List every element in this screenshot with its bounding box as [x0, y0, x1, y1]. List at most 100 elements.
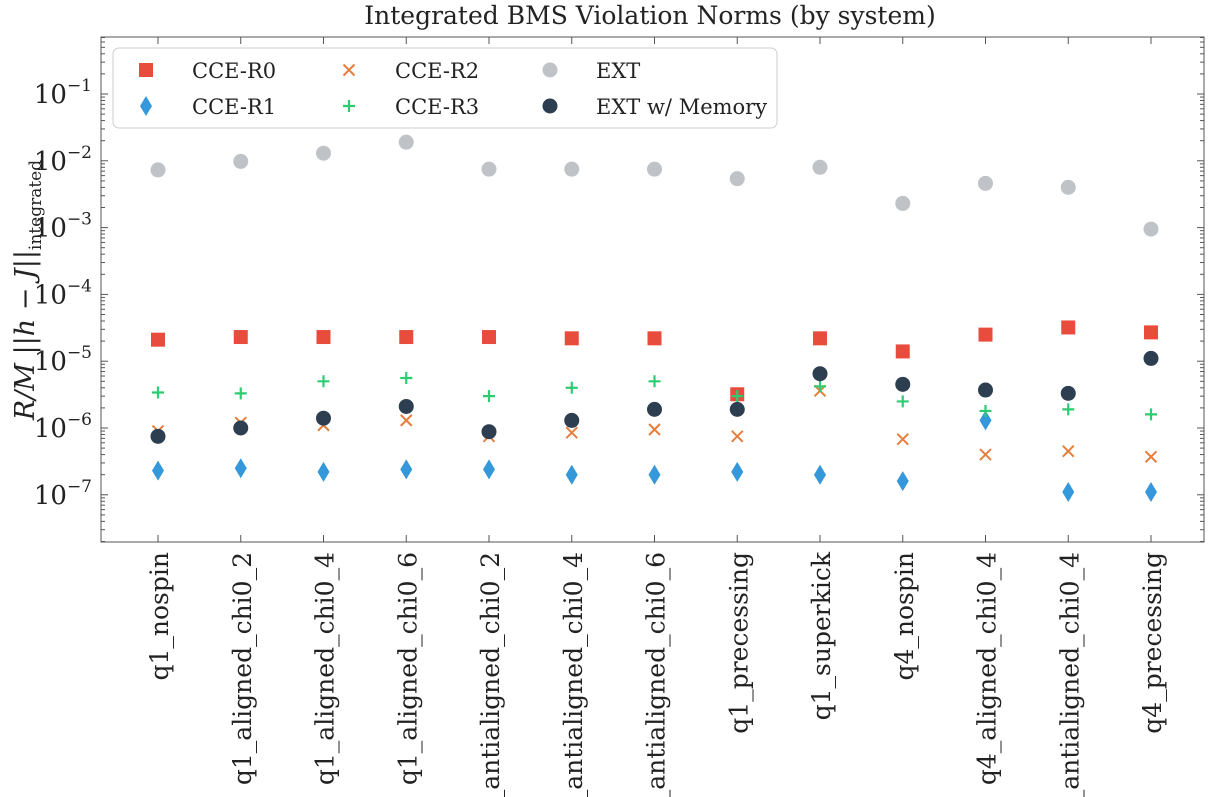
legend-marker: [342, 63, 356, 77]
data-point: [895, 195, 911, 211]
data-point: [814, 464, 826, 485]
series-ext-w-memory: [150, 350, 1159, 444]
data-point: [1062, 403, 1075, 416]
data-point: [483, 459, 495, 480]
data-point: [564, 412, 580, 428]
data-point: [729, 171, 745, 187]
y-tick-label: 10−1: [34, 76, 92, 110]
data-point: [1062, 482, 1075, 503]
plot-area-frame: [100, 36, 1205, 543]
series-cce-r0: [151, 320, 1158, 402]
data-point: [316, 145, 331, 161]
data-point: [896, 395, 909, 408]
data-point: [565, 426, 578, 439]
x-tick-label: q4_precessing: [1138, 552, 1167, 734]
data-point: [565, 464, 578, 485]
data-point: [564, 331, 579, 346]
data-point: [1061, 320, 1076, 335]
y-axis-ticks: 10−1 10−2 10−3 10−4 10−5 10−6 10−7: [34, 37, 1204, 542]
data-point: [399, 330, 414, 345]
legend-label: CCE-R2: [395, 59, 479, 83]
data-point: [896, 471, 909, 492]
data-point: [731, 461, 744, 482]
data-point: [979, 448, 992, 461]
data-point: [1145, 408, 1157, 421]
data-point: [151, 332, 165, 347]
data-point: [233, 330, 248, 345]
data-point: [565, 381, 578, 394]
series-ext: [150, 134, 1159, 237]
data-point: [895, 344, 910, 359]
data-point: [316, 410, 331, 426]
x-tick-label: q1_aligned_chi0_2: [228, 552, 257, 785]
data-point: [979, 404, 992, 417]
data-point: [400, 414, 413, 427]
data-point: [150, 162, 166, 178]
data-point: [400, 372, 413, 385]
data-point: [398, 398, 414, 414]
legend-label: EXT w/ Memory: [596, 95, 767, 119]
data-point: [729, 401, 745, 417]
x-tick-label: q1_aligned_chi0_6: [393, 552, 422, 785]
x-tick-label: q1_antialigned_chi0_4: [559, 552, 588, 797]
y-tick-label: 10−3: [34, 210, 92, 244]
data-point: [316, 330, 331, 345]
y-axis-label-main: R/M ||h − J||: [10, 250, 41, 421]
data-point: [234, 458, 247, 479]
series-cce-r1: [152, 410, 1157, 503]
data-point: [1144, 325, 1158, 340]
data-point: [896, 432, 909, 446]
legend: CCE-R0 CCE-R1 CCE-R2 CCE-R3 EXT EXT w/ Memory: [112, 47, 778, 129]
data-point: [1060, 385, 1076, 401]
data-point: [648, 375, 661, 388]
data-point: [1144, 450, 1158, 464]
legend-box: [112, 47, 778, 129]
data-point: [1060, 179, 1076, 195]
y-tick-label: 10−6: [34, 410, 92, 444]
data-point: [398, 134, 414, 150]
data-point: [648, 423, 661, 436]
data-point: [648, 464, 661, 485]
data-point: [978, 175, 993, 191]
series-cce-r2: [151, 384, 1158, 464]
data-point: [400, 459, 413, 480]
x-tick-label: q4_nospin: [890, 552, 919, 681]
x-tick-label: q1_precessing: [724, 552, 753, 734]
data-point: [647, 161, 662, 177]
data-point: [233, 420, 249, 436]
data-point: [978, 327, 993, 342]
legend-label: CCE-R3: [395, 95, 479, 119]
legend-label: CCE-R1: [192, 95, 276, 119]
x-tick-label: q1_nospin: [145, 552, 174, 681]
data-point: [731, 390, 744, 403]
data-point: [317, 461, 330, 482]
data-point: [150, 428, 166, 444]
y-tick-label: 10−2: [34, 143, 92, 177]
data-point: [1143, 221, 1159, 237]
data-point: [233, 153, 249, 169]
data-point: [647, 331, 662, 346]
y-tick-label: 10−4: [34, 276, 92, 310]
data-point: [978, 382, 993, 398]
data-point: [481, 161, 497, 177]
x-tick-label: q4_aligned_chi0_4: [973, 552, 1002, 785]
data-point: [482, 330, 496, 345]
legend-marker: [542, 62, 558, 78]
x-tick-label: q1_aligned_chi0_4: [311, 552, 340, 785]
y-axis-label: R/M ||h − J||integrated: [10, 160, 46, 421]
x-tick-label: q1_superkick: [807, 551, 836, 720]
data-point: [1145, 482, 1157, 503]
svg-text:R/M ||h − J||integrated: R/M ||h − J||integrated: [10, 160, 46, 421]
data-point: [564, 161, 580, 177]
series-cce-r3: [152, 372, 1157, 421]
legend-label: CCE-R0: [192, 59, 276, 83]
data-point: [647, 401, 662, 417]
data-point: [813, 331, 827, 346]
x-tick-label: q4_antialigned_chi0_4: [1055, 552, 1084, 797]
data-point: [812, 366, 828, 382]
legend-marker: [542, 98, 558, 114]
data-point: [1062, 444, 1075, 458]
data-point: [812, 159, 828, 175]
legend-marker: [140, 96, 152, 116]
chart-title: Integrated BMS Violation Norms (by syste…: [364, 1, 935, 30]
